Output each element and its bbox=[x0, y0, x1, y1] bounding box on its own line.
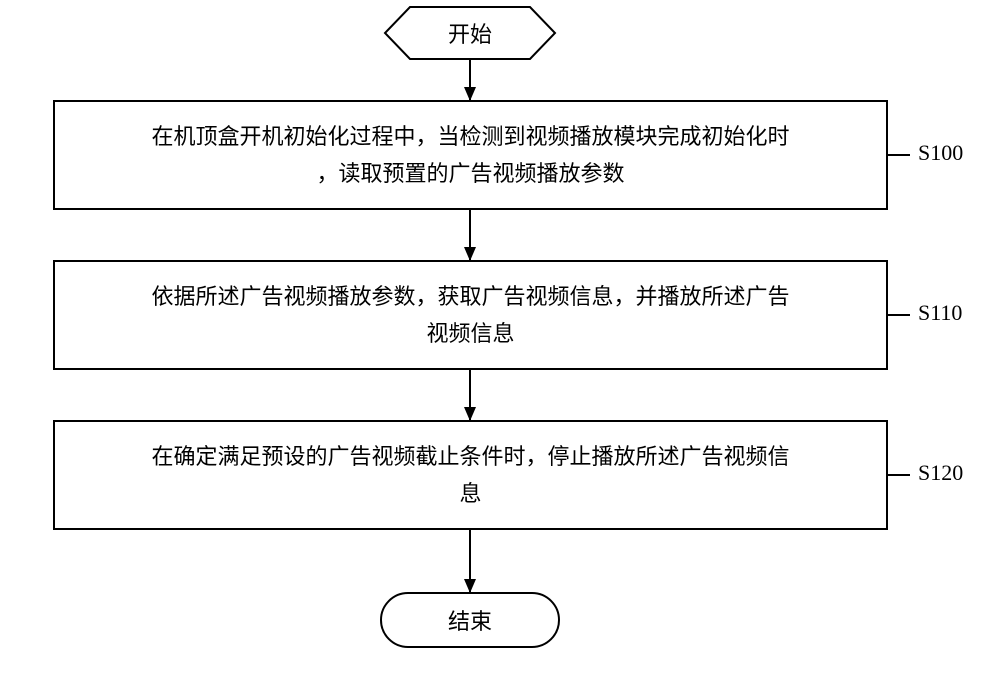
start-label: 开始 bbox=[385, 7, 555, 59]
process-s100: 在机顶盒开机初始化过程中，当检测到视频播放模块完成初始化时 ，读取预置的广告视频… bbox=[53, 100, 888, 210]
tag-s100: S100 bbox=[918, 140, 963, 166]
tag-s120: S120 bbox=[918, 460, 963, 486]
flowchart-canvas: 开始 在机顶盒开机初始化过程中，当检测到视频播放模块完成初始化时 ，读取预置的广… bbox=[0, 0, 1000, 678]
end-text: 结束 bbox=[448, 604, 492, 636]
process-s110: 依据所述广告视频播放参数，获取广告视频信息，并播放所述广告 视频信息 bbox=[53, 260, 888, 370]
s110-line1: 依据所述广告视频播放参数，获取广告视频信息，并播放所述广告 bbox=[151, 278, 789, 315]
s120-line2: 息 bbox=[151, 475, 789, 512]
end-node: 结束 bbox=[380, 592, 560, 648]
s100-line2: ，读取预置的广告视频播放参数 bbox=[151, 155, 789, 192]
process-s120: 在确定满足预设的广告视频截止条件时，停止播放所述广告视频信 息 bbox=[53, 420, 888, 530]
s110-line2: 视频信息 bbox=[151, 315, 789, 352]
tag-s110: S110 bbox=[918, 300, 962, 326]
s120-line1: 在确定满足预设的广告视频截止条件时，停止播放所述广告视频信 bbox=[151, 438, 789, 475]
s100-line1: 在机顶盒开机初始化过程中，当检测到视频播放模块完成初始化时 bbox=[151, 118, 789, 155]
start-text: 开始 bbox=[448, 17, 492, 49]
